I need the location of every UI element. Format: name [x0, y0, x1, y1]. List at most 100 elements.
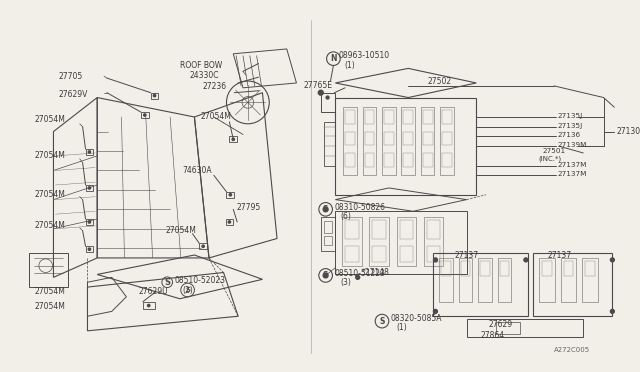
Bar [439, 258, 453, 302]
Bar [542, 261, 552, 276]
Bar [321, 217, 335, 251]
Bar [150, 93, 159, 99]
Bar [423, 153, 433, 167]
Bar [564, 261, 573, 276]
Circle shape [326, 96, 329, 99]
Text: 27054M: 27054M [34, 302, 65, 311]
Text: 27054M: 27054M [34, 190, 65, 199]
Bar [86, 246, 93, 252]
Bar [321, 93, 335, 112]
Bar [86, 185, 93, 191]
Circle shape [433, 258, 437, 262]
Bar [540, 258, 555, 302]
Text: 74630A: 74630A [183, 166, 212, 175]
Bar [423, 110, 433, 124]
Bar [442, 110, 452, 124]
Bar [403, 153, 413, 167]
Text: 27795: 27795 [236, 203, 260, 212]
Circle shape [229, 193, 232, 196]
Text: 27502: 27502 [428, 77, 452, 86]
Text: 24330C: 24330C [189, 71, 219, 80]
Bar [427, 220, 440, 240]
Bar [427, 246, 440, 262]
Bar [442, 153, 452, 167]
Bar [500, 261, 509, 276]
Bar [478, 258, 492, 302]
Bar [585, 261, 595, 276]
Text: S: S [323, 205, 328, 214]
Bar [461, 261, 470, 276]
Bar [86, 219, 93, 225]
Text: 27629V: 27629V [58, 90, 88, 99]
Circle shape [611, 310, 614, 313]
Text: 27864: 27864 [480, 331, 504, 340]
Bar [345, 110, 355, 124]
Bar [384, 153, 394, 167]
Text: 27135J: 27135J [558, 123, 583, 129]
Bar [365, 153, 374, 167]
Bar [29, 253, 68, 287]
Text: (INC.*): (INC.*) [538, 155, 562, 162]
Circle shape [323, 273, 328, 278]
Text: 27054M: 27054M [200, 112, 231, 122]
Circle shape [143, 114, 146, 116]
Text: S: S [380, 317, 385, 326]
Text: 08310-50826: 08310-50826 [334, 203, 385, 212]
Text: 08510-52023: 08510-52023 [175, 276, 226, 285]
Bar [324, 221, 332, 232]
Bar [335, 97, 476, 195]
Bar [496, 322, 520, 334]
Text: 08320-5085A: 08320-5085A [391, 314, 442, 323]
Bar [141, 112, 148, 118]
Text: 27135J: 27135J [558, 113, 583, 119]
Circle shape [202, 245, 204, 247]
Bar [399, 220, 413, 240]
Circle shape [611, 258, 614, 262]
Bar [403, 110, 413, 124]
Bar [440, 107, 454, 175]
Text: *27148: *27148 [362, 268, 390, 277]
Bar [365, 110, 374, 124]
Bar [480, 261, 490, 276]
Text: A272C005: A272C005 [554, 347, 590, 353]
Circle shape [154, 94, 156, 97]
Bar [382, 107, 396, 175]
Text: (6): (6) [340, 212, 351, 221]
Circle shape [524, 258, 528, 262]
Bar [369, 217, 389, 266]
Bar [345, 246, 358, 262]
Text: N: N [330, 54, 337, 63]
Circle shape [88, 221, 91, 223]
Bar [199, 243, 207, 249]
Text: 27705: 27705 [58, 72, 83, 81]
Bar [459, 258, 472, 302]
Circle shape [232, 138, 234, 141]
Text: 27054M: 27054M [34, 115, 65, 124]
Bar [403, 132, 413, 145]
Text: 27054M: 27054M [165, 226, 196, 235]
Bar [372, 246, 386, 262]
Bar [582, 258, 598, 302]
Bar [345, 132, 355, 145]
Text: (1): (1) [344, 61, 355, 70]
Circle shape [323, 207, 328, 212]
Text: 27054M: 27054M [34, 221, 65, 230]
Bar [433, 253, 528, 316]
Text: 27765E: 27765E [303, 81, 332, 90]
Text: 27137M: 27137M [558, 161, 588, 168]
Bar [401, 107, 415, 175]
Text: (1): (1) [397, 323, 407, 333]
Bar [229, 137, 237, 142]
Bar [423, 132, 433, 145]
Bar [424, 217, 444, 266]
Bar [442, 261, 451, 276]
Text: (2): (2) [183, 285, 193, 295]
Text: 27629: 27629 [489, 320, 513, 328]
Bar [372, 220, 386, 240]
Text: 27236: 27236 [202, 82, 227, 92]
Bar [345, 220, 358, 240]
Bar [498, 258, 511, 302]
Bar [561, 258, 577, 302]
Text: 27629U: 27629U [139, 288, 168, 296]
Bar [227, 192, 234, 198]
